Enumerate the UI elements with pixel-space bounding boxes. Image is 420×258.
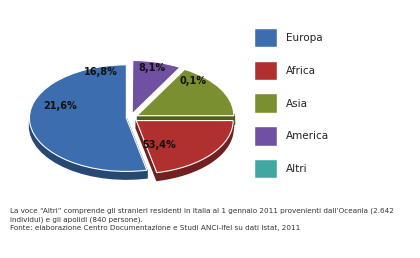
Wedge shape	[130, 60, 131, 114]
FancyBboxPatch shape	[255, 160, 277, 178]
Wedge shape	[137, 69, 234, 116]
Polygon shape	[137, 116, 234, 124]
Text: 0,1%: 0,1%	[180, 76, 207, 86]
Text: 8,1%: 8,1%	[138, 63, 165, 73]
Text: Europa: Europa	[286, 33, 322, 43]
Wedge shape	[29, 65, 147, 171]
Polygon shape	[126, 118, 147, 178]
Text: America: America	[286, 131, 329, 141]
Text: 16,8%: 16,8%	[84, 67, 118, 77]
Polygon shape	[136, 120, 233, 128]
Polygon shape	[157, 120, 233, 180]
Text: 21,6%: 21,6%	[44, 101, 77, 111]
FancyBboxPatch shape	[255, 62, 277, 80]
Text: La voce “Altri” comprende gli stranieri residenti in Italia al 1 gennaio 2011 pr: La voce “Altri” comprende gli stranieri …	[10, 208, 394, 231]
Polygon shape	[136, 120, 157, 180]
Polygon shape	[29, 121, 147, 179]
Wedge shape	[132, 60, 180, 114]
FancyBboxPatch shape	[255, 127, 277, 146]
Text: Africa: Africa	[286, 66, 315, 76]
Wedge shape	[136, 120, 233, 173]
Text: Asia: Asia	[286, 99, 307, 109]
FancyBboxPatch shape	[255, 94, 277, 113]
Text: 53,4%: 53,4%	[142, 140, 176, 150]
Text: Altri: Altri	[286, 164, 307, 174]
FancyBboxPatch shape	[255, 29, 277, 47]
